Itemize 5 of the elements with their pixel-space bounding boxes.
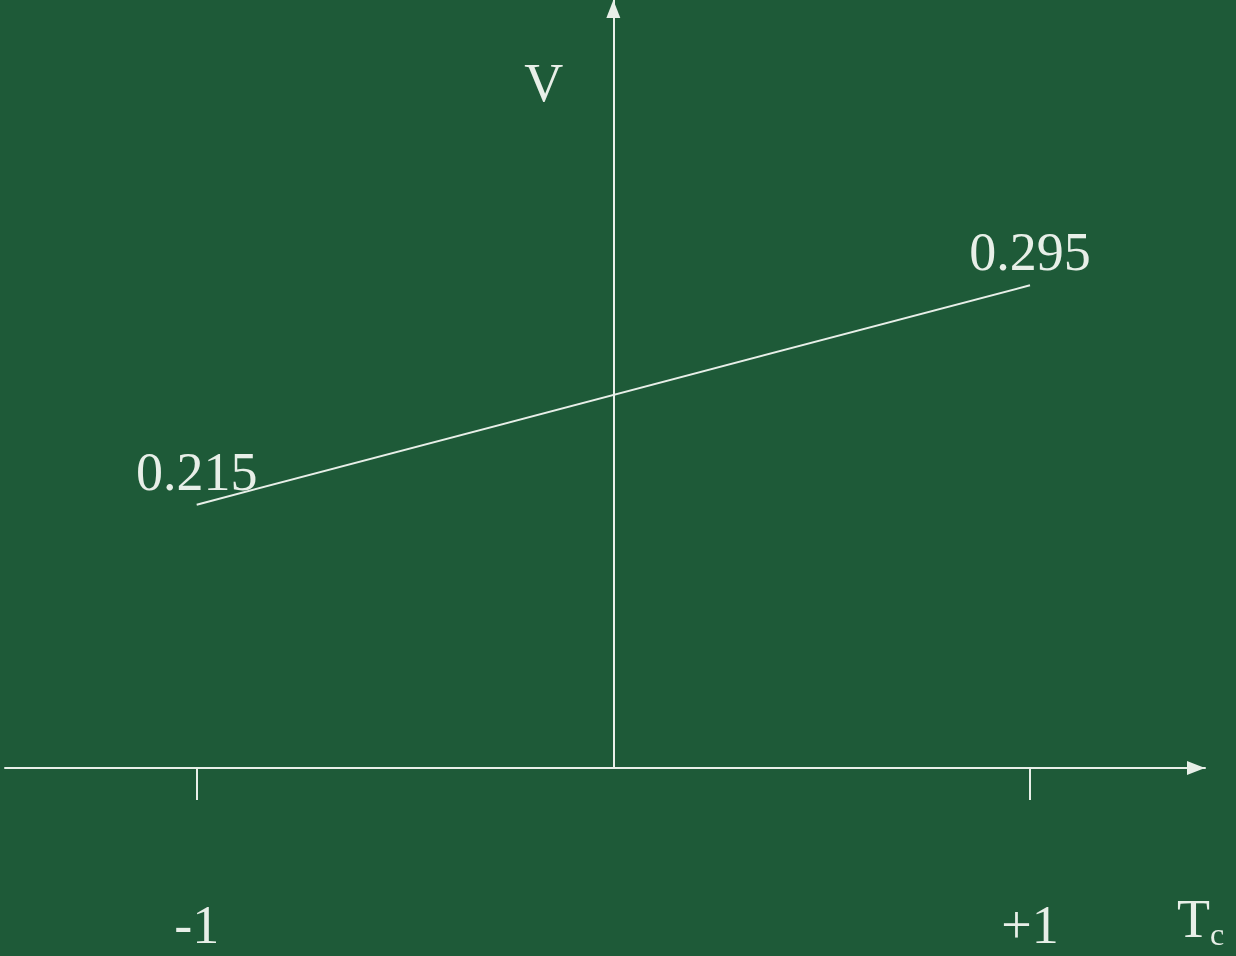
data-label: 0.215 bbox=[135, 441, 258, 502]
y-axis-title: V bbox=[524, 53, 564, 113]
x-tick-label: -1 bbox=[174, 895, 220, 955]
data-label: 0.295 bbox=[969, 222, 1091, 283]
x-tick-label: +1 bbox=[1001, 895, 1059, 955]
